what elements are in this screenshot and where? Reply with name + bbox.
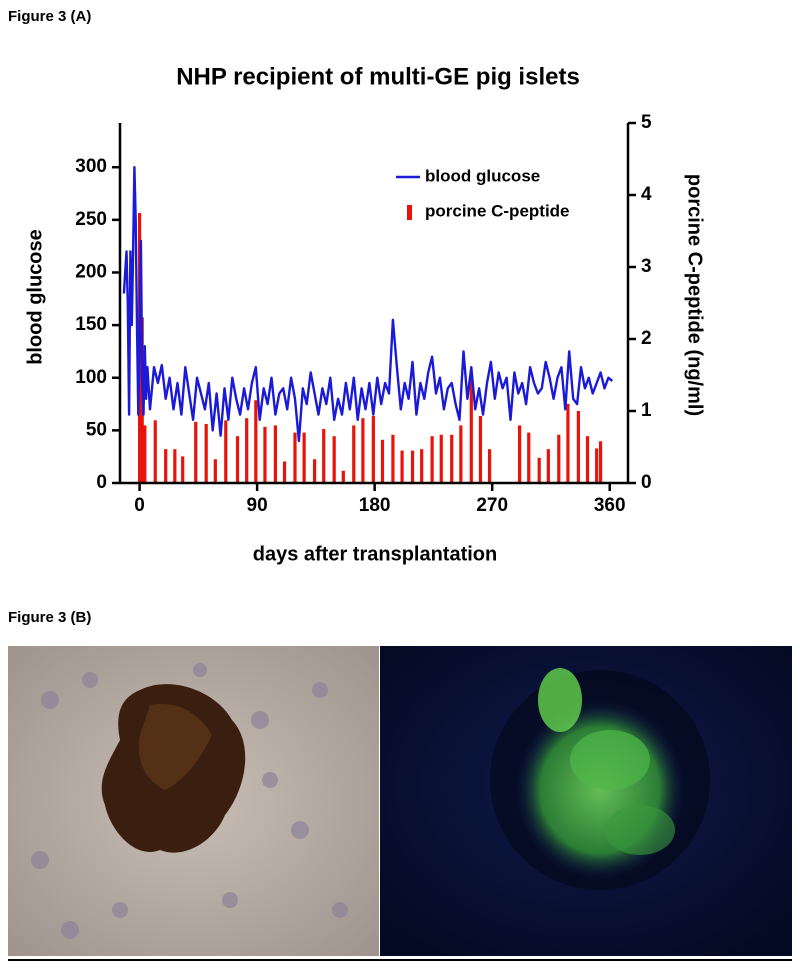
y2-tick-label: 2 [641, 328, 652, 349]
bar [400, 450, 404, 483]
bar [332, 436, 336, 483]
bar [173, 449, 177, 483]
bar [430, 436, 434, 483]
y-tick-label: 0 [96, 472, 107, 493]
bar [595, 448, 599, 483]
bar [585, 436, 590, 483]
bar [469, 375, 473, 483]
y2-tick-label: 5 [641, 112, 652, 133]
bar [312, 459, 317, 483]
bar [213, 459, 217, 483]
bar [566, 403, 570, 483]
y-tick-label: 100 [75, 367, 107, 388]
chart-title: NHP recipient of multi-GE pig islets [176, 63, 580, 90]
bar [478, 416, 483, 483]
y2-tick-label: 4 [641, 184, 652, 205]
bar [546, 449, 550, 483]
y2-tick-label: 1 [641, 400, 652, 421]
figure-label: Figure 3 (B) [8, 609, 91, 626]
y2-axis-title: porcine C-peptide (ng/ml) [684, 174, 706, 416]
bar [181, 456, 185, 483]
x-tick-label: 180 [359, 495, 391, 516]
y2-tick-label: 3 [641, 256, 652, 277]
bar [576, 411, 580, 483]
y-tick-label: 150 [75, 314, 107, 335]
y2-tick-label: 0 [641, 472, 652, 493]
bar [293, 432, 297, 483]
bar [420, 449, 424, 483]
bar [235, 436, 240, 483]
bar [224, 420, 228, 483]
bar [410, 450, 415, 483]
y-axis-title: blood glucose [24, 229, 46, 365]
legend-label: porcine C-peptide [425, 201, 570, 220]
bar [322, 429, 326, 483]
x-tick-label: 0 [134, 495, 145, 516]
bar [527, 432, 531, 483]
bar [361, 418, 365, 483]
bar [204, 423, 208, 483]
bar [273, 425, 278, 483]
x-tick-label: 90 [247, 495, 268, 516]
bar [391, 434, 395, 483]
bar [194, 421, 198, 483]
bar [537, 457, 541, 483]
bar [439, 434, 443, 483]
figure-label: Figure 3 (A) [8, 8, 91, 25]
legend-swatch [407, 205, 412, 220]
x-tick-label: 270 [476, 495, 508, 516]
micrograph-fluorescence [380, 646, 792, 956]
bar [487, 449, 492, 483]
bar [153, 420, 157, 483]
bar [598, 441, 603, 483]
y-tick-label: 50 [86, 419, 107, 440]
line [122, 166, 614, 443]
x-axis-title: days after transplantation [253, 543, 498, 565]
bar [245, 418, 249, 483]
bar [164, 449, 168, 483]
plot [122, 166, 614, 483]
legend-label: blood glucose [425, 166, 540, 185]
x-tick-label: 360 [594, 495, 626, 516]
y-tick-label: 300 [75, 156, 107, 177]
y-tick-label: 250 [75, 209, 107, 230]
bar [341, 470, 345, 483]
y-tick-label: 200 [75, 261, 107, 282]
bar [254, 400, 258, 483]
micrograph-ihc [8, 646, 379, 956]
bar [263, 426, 267, 483]
bar [282, 461, 287, 483]
bar [371, 416, 375, 483]
bar [302, 432, 306, 483]
bar [143, 425, 147, 483]
bar [518, 425, 522, 483]
bar [352, 425, 356, 483]
bar [557, 434, 561, 483]
bar [450, 434, 454, 483]
bar [380, 439, 385, 483]
bar [459, 425, 463, 483]
